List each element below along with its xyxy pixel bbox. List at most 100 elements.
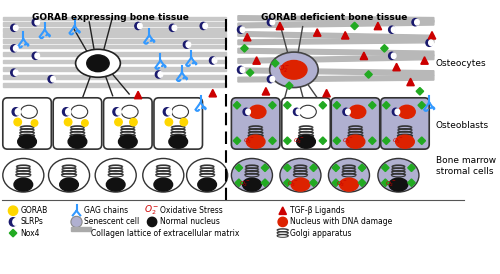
Polygon shape — [244, 33, 251, 41]
Ellipse shape — [122, 105, 138, 118]
Ellipse shape — [113, 108, 120, 116]
Bar — [3, 39, 226, 43]
Ellipse shape — [389, 178, 408, 191]
Polygon shape — [319, 137, 326, 144]
Circle shape — [130, 118, 137, 126]
Bar — [3, 83, 226, 87]
Ellipse shape — [249, 105, 266, 118]
Ellipse shape — [346, 135, 365, 148]
Polygon shape — [407, 78, 414, 86]
Text: GORAB: GORAB — [20, 206, 48, 215]
Polygon shape — [368, 137, 376, 144]
Polygon shape — [382, 164, 389, 172]
Ellipse shape — [35, 19, 40, 25]
Polygon shape — [408, 179, 415, 186]
Polygon shape — [342, 32, 349, 39]
Ellipse shape — [68, 135, 87, 148]
Ellipse shape — [18, 135, 36, 148]
Text: Senescent cell: Senescent cell — [84, 217, 139, 226]
Ellipse shape — [172, 105, 188, 118]
Ellipse shape — [66, 109, 71, 115]
Ellipse shape — [164, 108, 171, 116]
Ellipse shape — [14, 45, 18, 51]
Ellipse shape — [378, 158, 419, 192]
Text: $O_2^-$: $O_2^-$ — [336, 180, 347, 189]
Circle shape — [278, 217, 287, 227]
Ellipse shape — [392, 108, 399, 115]
Text: TGF-β Ligands: TGF-β Ligands — [290, 206, 345, 215]
Text: $O_2^-$: $O_2^-$ — [144, 204, 160, 218]
Circle shape — [32, 120, 38, 126]
Ellipse shape — [346, 109, 350, 115]
Polygon shape — [382, 137, 390, 144]
FancyBboxPatch shape — [232, 98, 280, 149]
Ellipse shape — [203, 23, 207, 29]
FancyBboxPatch shape — [331, 98, 380, 149]
Ellipse shape — [388, 52, 395, 59]
Polygon shape — [284, 137, 291, 144]
Ellipse shape — [294, 108, 300, 115]
Polygon shape — [310, 164, 317, 172]
Text: Oxidative Stress: Oxidative Stress — [160, 206, 223, 215]
Ellipse shape — [198, 178, 216, 191]
Bar — [3, 52, 226, 56]
Polygon shape — [323, 89, 330, 97]
Polygon shape — [238, 55, 434, 63]
Ellipse shape — [238, 26, 244, 33]
FancyBboxPatch shape — [104, 98, 152, 149]
Polygon shape — [238, 16, 434, 22]
Ellipse shape — [270, 19, 274, 25]
Polygon shape — [418, 102, 426, 109]
Polygon shape — [268, 102, 276, 109]
Polygon shape — [360, 52, 368, 59]
Ellipse shape — [10, 24, 18, 32]
Ellipse shape — [35, 53, 40, 59]
Polygon shape — [314, 29, 321, 36]
Ellipse shape — [246, 109, 250, 115]
Bar — [3, 59, 226, 63]
Polygon shape — [365, 71, 372, 78]
Polygon shape — [209, 89, 216, 97]
Polygon shape — [310, 179, 317, 186]
Ellipse shape — [186, 158, 228, 192]
Polygon shape — [382, 179, 389, 186]
Polygon shape — [10, 229, 17, 237]
Ellipse shape — [13, 219, 18, 225]
Ellipse shape — [426, 39, 432, 46]
Ellipse shape — [76, 49, 120, 77]
Ellipse shape — [32, 19, 38, 26]
Polygon shape — [238, 32, 434, 40]
Ellipse shape — [343, 108, 349, 115]
Polygon shape — [374, 22, 382, 30]
Circle shape — [8, 206, 18, 215]
Ellipse shape — [138, 23, 142, 29]
Text: Nucleus with DNA damage: Nucleus with DNA damage — [290, 217, 392, 226]
FancyBboxPatch shape — [3, 98, 51, 149]
Ellipse shape — [412, 19, 418, 26]
Polygon shape — [284, 164, 291, 172]
Ellipse shape — [395, 109, 400, 115]
FancyBboxPatch shape — [53, 98, 102, 149]
Ellipse shape — [143, 158, 184, 192]
Ellipse shape — [12, 108, 20, 116]
Text: $O_2^-$: $O_2^-$ — [392, 137, 403, 146]
Polygon shape — [235, 164, 242, 172]
Polygon shape — [382, 102, 390, 109]
Bar — [3, 17, 226, 20]
Ellipse shape — [200, 22, 206, 30]
Ellipse shape — [14, 25, 18, 31]
Text: $O_2^-$: $O_2^-$ — [239, 180, 250, 189]
Polygon shape — [268, 137, 276, 144]
Ellipse shape — [212, 58, 217, 63]
Polygon shape — [234, 102, 240, 109]
FancyBboxPatch shape — [380, 98, 429, 149]
Circle shape — [82, 120, 88, 126]
Text: $O_2^-$: $O_2^-$ — [293, 137, 304, 146]
Polygon shape — [333, 102, 340, 109]
Text: Nox4: Nox4 — [20, 229, 40, 238]
Ellipse shape — [186, 42, 190, 47]
Ellipse shape — [10, 218, 17, 226]
Ellipse shape — [3, 158, 44, 192]
Text: Osteocytes: Osteocytes — [436, 59, 486, 68]
Bar — [3, 67, 226, 71]
